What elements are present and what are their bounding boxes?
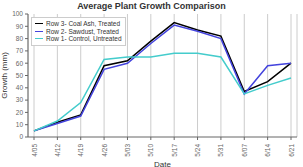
svg-text:Growth (mm): Growth (mm) (8, 52, 9, 99)
svg-text:80: 80 (16, 35, 24, 42)
svg-text:90: 90 (16, 23, 24, 30)
html-text:Row 3- Coal Ash, Treated: Row 3- Coal Ash, Treated (46, 20, 121, 27)
svg-text:5/31: 5/31 (217, 144, 224, 157)
svg-text:5/03: 5/03 (124, 144, 131, 157)
svg-text:30: 30 (16, 96, 24, 103)
svg-text:6/21: 6/21 (288, 144, 295, 157)
svg-text:Date: Date (154, 160, 171, 167)
svg-text:5/17: 5/17 (171, 144, 178, 157)
svg-text:40: 40 (16, 84, 24, 91)
svg-text:100: 100 (12, 10, 23, 17)
html-text:Average Plant Growth Compariso: Average Plant Growth Comparison (77, 1, 226, 11)
svg-text:20: 20 (16, 109, 24, 116)
svg-text:6/14: 6/14 (264, 144, 271, 157)
html-text:Row 2- Sawdust, Treated: Row 2- Sawdust, Treated (46, 27, 119, 35)
svg-text:10: 10 (16, 121, 24, 128)
svg-text:5/10: 5/10 (147, 144, 154, 157)
svg-text:5/24: 5/24 (194, 144, 201, 157)
svg-text:50: 50 (16, 72, 24, 79)
svg-text:4/19: 4/19 (77, 144, 84, 157)
svg-text:0: 0 (19, 133, 23, 140)
svg-text:6/07: 6/07 (241, 144, 248, 157)
svg-text:4/26: 4/26 (101, 144, 108, 157)
svg-text:70: 70 (16, 47, 24, 54)
svg-text:4/05: 4/05 (31, 144, 38, 157)
svg-text:4/12: 4/12 (54, 144, 61, 157)
html-text:Row 1- Control, Untreated: Row 1- Control, Untreated (46, 35, 122, 42)
svg-text:60: 60 (16, 60, 24, 67)
